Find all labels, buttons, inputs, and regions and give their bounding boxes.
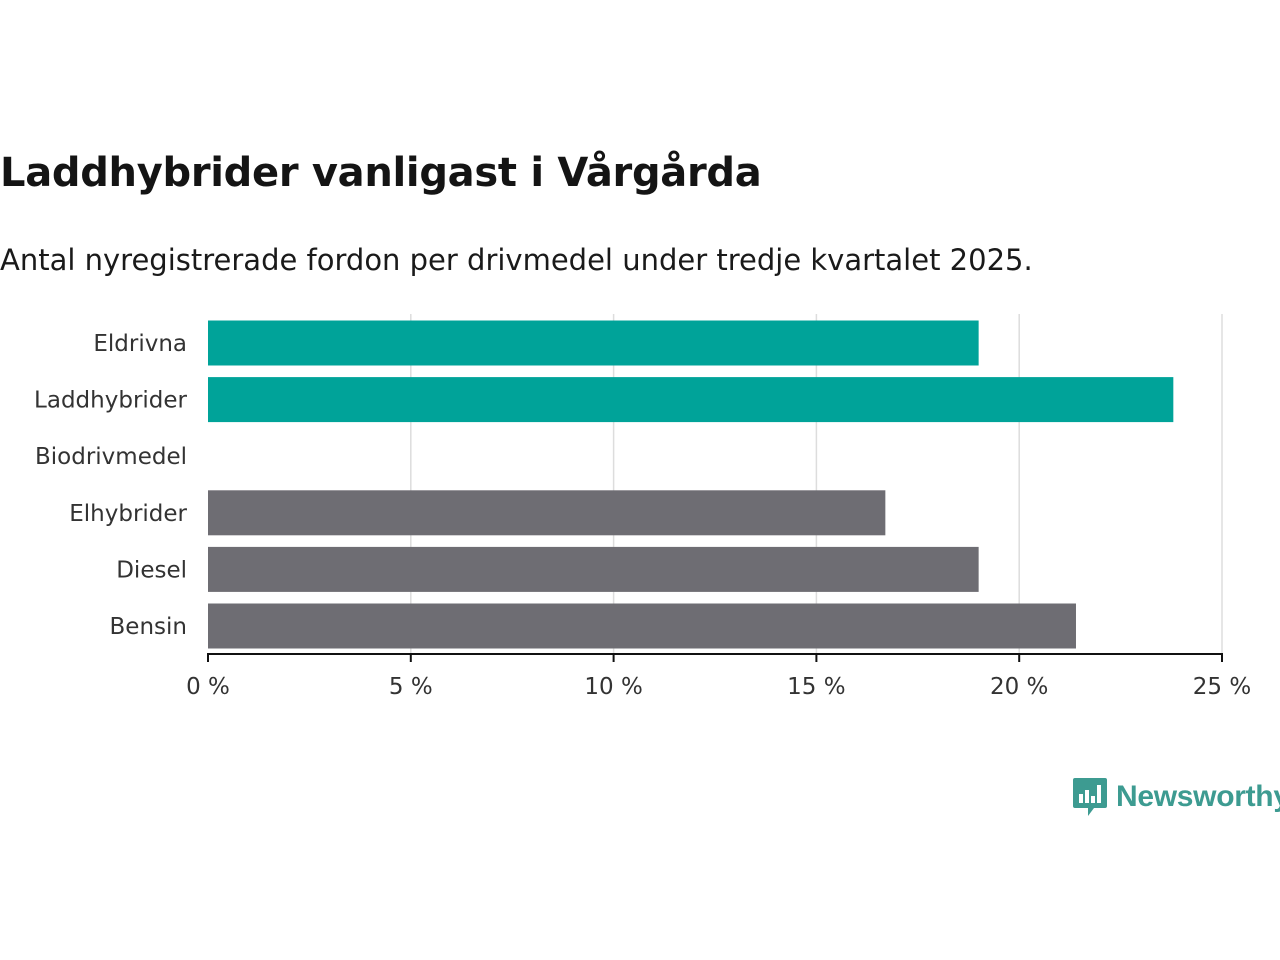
x-tick-label-0: 0 % bbox=[186, 674, 230, 700]
category-labels: Eldrivna Laddhybrider Biodrivmedel Elhybrid… bbox=[34, 331, 187, 640]
bar-eldrivna bbox=[208, 320, 979, 366]
bar-chart-icon bbox=[1073, 778, 1107, 816]
bar-chart: 0 % 5 % 10 % 15 % 20 % 25 % Eldrivna Laddhybri… bbox=[34, 314, 1251, 700]
x-axis: 0 % 5 % 10 % 15 % 20 % 25 % bbox=[186, 653, 1251, 700]
bar-laddhybrider bbox=[208, 377, 1174, 423]
category-label-laddhybrider: Laddhybrider bbox=[34, 388, 187, 414]
category-label-bensin: Bensin bbox=[110, 614, 187, 640]
newsworthy-logo: Newsworthy bbox=[1072, 776, 1280, 818]
bar-elhybrider bbox=[208, 490, 886, 536]
category-label-biodrivmedel: Biodrivmedel bbox=[35, 444, 187, 470]
bars bbox=[208, 320, 1174, 649]
x-tick-label-25: 25 % bbox=[1193, 674, 1251, 700]
x-tick-label-15: 15 % bbox=[787, 674, 845, 700]
x-tick-label-20: 20 % bbox=[990, 674, 1048, 700]
x-tick-label-10: 10 % bbox=[584, 674, 642, 700]
category-label-elhybrider: Elhybrider bbox=[69, 501, 187, 527]
brand-name: Newsworthy bbox=[1116, 780, 1280, 813]
x-tick-label-5: 5 % bbox=[389, 674, 433, 700]
chart-subtitle: Antal nyregistrerade fordon per drivmede… bbox=[0, 243, 1033, 277]
chart-title: Laddhybrider vanligast i Vårgårda bbox=[0, 150, 762, 196]
bar-diesel bbox=[208, 546, 979, 592]
category-label-eldrivna: Eldrivna bbox=[93, 331, 187, 357]
gridlines bbox=[410, 314, 1223, 654]
category-label-diesel: Diesel bbox=[116, 557, 187, 583]
bar-bensin bbox=[208, 603, 1076, 649]
